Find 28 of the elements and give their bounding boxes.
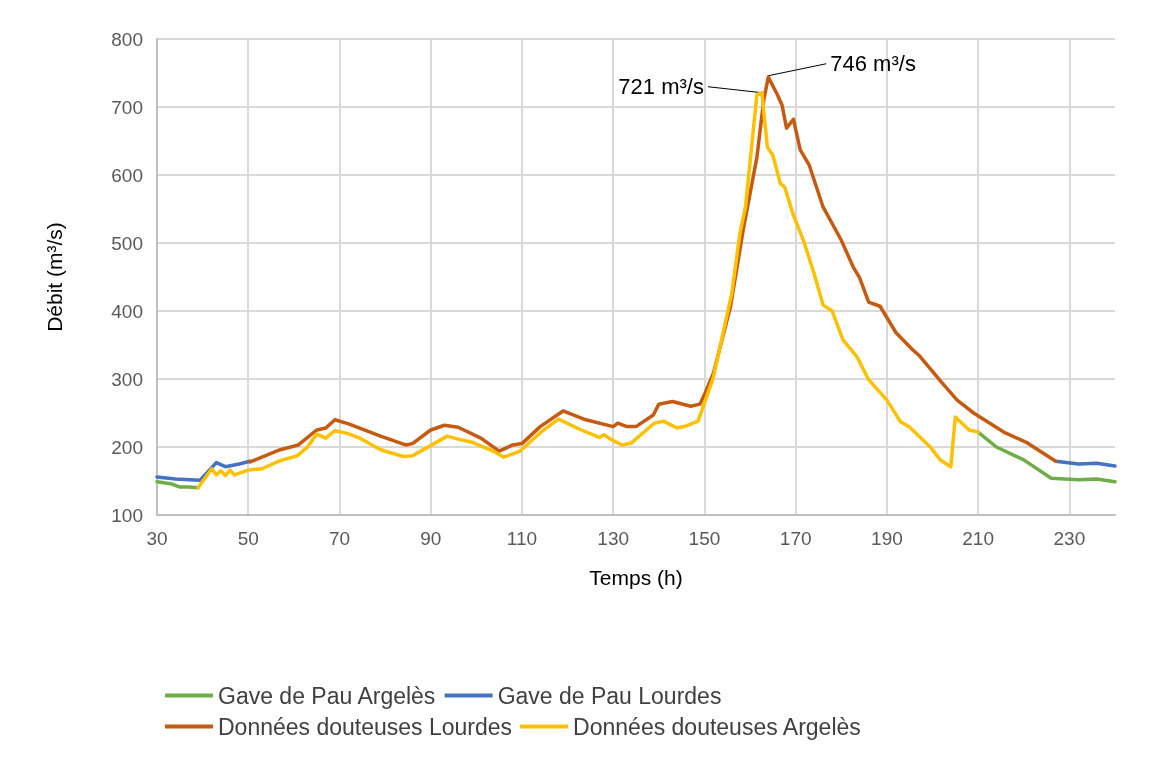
x-tick-label: 110 [506, 528, 538, 549]
y-tick-label: 700 [111, 96, 143, 118]
y-tick-label: 200 [111, 436, 143, 458]
x-tick-label: 230 [1053, 528, 1086, 549]
x-tick-label: 90 [420, 528, 442, 549]
x-tick-label: 70 [328, 528, 351, 549]
legend-label: Données douteuses Argelès [573, 713, 861, 740]
x-tick-label: 130 [597, 528, 630, 549]
legend-label: Gave de Pau Lourdes [497, 682, 722, 709]
x-tick-label: 170 [779, 528, 812, 549]
legend-label: Données douteuses Lourdes [218, 713, 513, 740]
annotation: 721 m³/s [618, 74, 704, 100]
x-tick-label: 150 [688, 528, 721, 549]
y-tick-label: 400 [111, 300, 143, 322]
y-axis-title: Débit (m³/s) [43, 222, 66, 332]
x-tick-label: 190 [871, 528, 903, 549]
y-tick-label: 800 [111, 28, 143, 50]
y-tick-label: 100 [111, 504, 143, 526]
line-series [248, 75, 1058, 464]
y-tick-label: 500 [111, 232, 143, 254]
legend-label: Gave de Pau Argelès [218, 682, 436, 709]
x-axis-title: Temps (h) [589, 566, 683, 589]
x-tick-label: 210 [962, 528, 994, 549]
annotation: 746 m³/s [830, 51, 916, 77]
y-tick-label: 600 [111, 164, 143, 186]
x-tick-label: 50 [237, 528, 259, 549]
x-tick-label: 30 [146, 528, 168, 549]
y-tick-label: 300 [111, 368, 143, 390]
